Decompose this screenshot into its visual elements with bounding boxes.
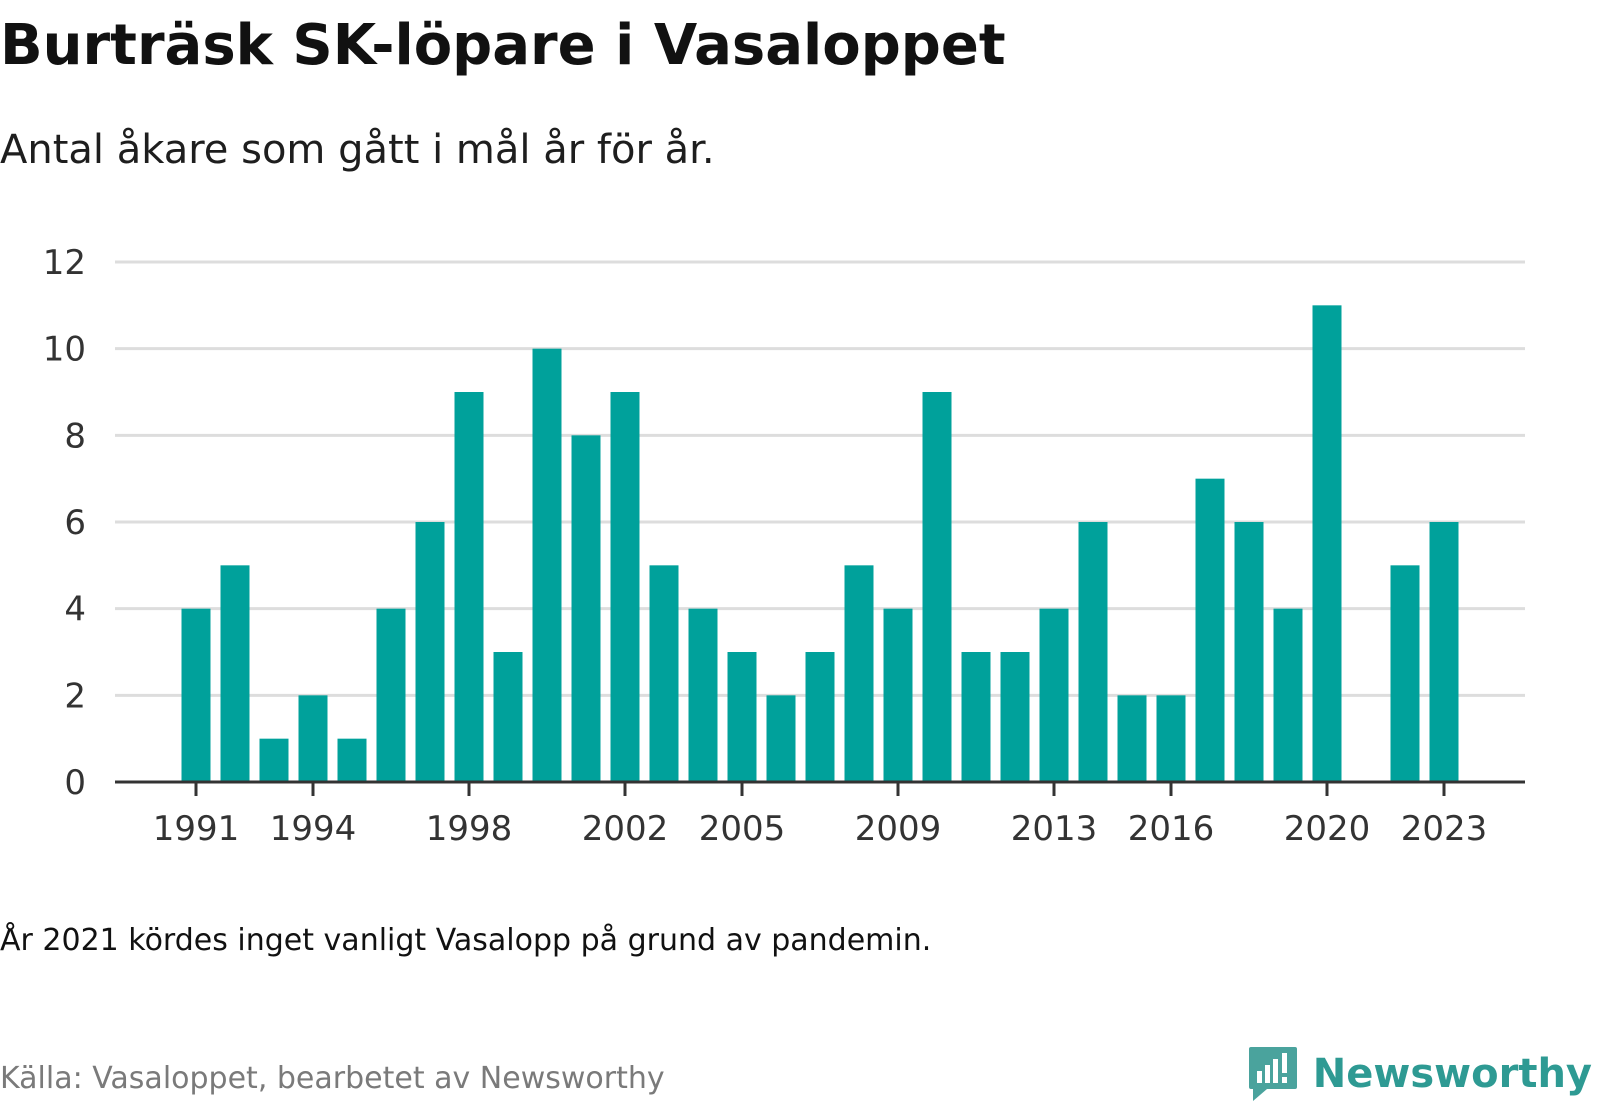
newsworthy-logo: Newsworthy bbox=[1247, 1042, 1592, 1106]
y-tick-label: 2 bbox=[64, 676, 86, 716]
x-tick-label: 2023 bbox=[1401, 809, 1488, 849]
bar-2018 bbox=[1234, 522, 1264, 782]
y-axis-tick-labels: 0 2 4 6 8 10 12 bbox=[43, 243, 86, 803]
bar-2017 bbox=[1195, 478, 1225, 782]
x-tick-label: 2002 bbox=[582, 809, 669, 849]
bar-chart: 0 2 4 6 8 10 12 1991 1994 1998 2002 2005 2009 2013 20… bbox=[43, 243, 1525, 849]
bar-2016 bbox=[1156, 695, 1186, 782]
bar-2009 bbox=[883, 608, 913, 782]
bar-1991 bbox=[181, 608, 211, 782]
bar-2007 bbox=[805, 652, 835, 782]
bar-2002 bbox=[610, 392, 640, 782]
x-tick-label: 2005 bbox=[699, 809, 786, 849]
chart-note: År 2021 kördes inget vanligt Vasalopp på… bbox=[0, 923, 932, 958]
x-tick-label: 1991 bbox=[153, 809, 240, 849]
bar-2015 bbox=[1117, 695, 1147, 782]
bar-1997 bbox=[415, 522, 445, 782]
y-tick-label: 4 bbox=[64, 590, 86, 630]
y-tick-label: 0 bbox=[64, 763, 86, 803]
bar-2004 bbox=[688, 608, 718, 782]
x-tick-label: 1994 bbox=[270, 809, 357, 849]
bar-2003 bbox=[649, 565, 679, 782]
bars bbox=[181, 305, 1459, 782]
bar-2014 bbox=[1078, 522, 1108, 782]
bar-2012 bbox=[1000, 652, 1030, 782]
y-tick-label: 6 bbox=[64, 503, 86, 543]
bar-1993 bbox=[259, 738, 289, 782]
newsworthy-logo-text: Newsworthy bbox=[1312, 1051, 1592, 1097]
source-credit: Källa: Vasaloppet, bearbetet av Newswort… bbox=[0, 1061, 665, 1096]
chart-title: Burträsk SK-löpare i Vasaloppet bbox=[0, 13, 1006, 78]
bar-2023 bbox=[1429, 522, 1459, 782]
x-tick-label: 2009 bbox=[855, 809, 942, 849]
bar-1999 bbox=[493, 652, 523, 782]
bar-1996 bbox=[376, 608, 406, 782]
bar-2020 bbox=[1312, 305, 1342, 782]
bar-2000 bbox=[532, 348, 562, 782]
bar-1998 bbox=[454, 392, 484, 782]
bar-1994 bbox=[298, 695, 328, 782]
y-tick-label: 8 bbox=[64, 416, 86, 456]
x-tick-label: 2020 bbox=[1284, 809, 1371, 849]
newsworthy-logo-icon bbox=[1248, 1047, 1297, 1101]
bar-2005 bbox=[727, 652, 757, 782]
y-tick-label: 12 bbox=[43, 243, 86, 283]
chart-subtitle: Antal åkare som gått i mål år för år. bbox=[0, 127, 715, 173]
x-axis-tick-labels: 1991 1994 1998 2002 2005 2009 2013 2016 2020 2023 bbox=[153, 809, 1488, 849]
x-tick-label: 2016 bbox=[1128, 809, 1215, 849]
bar-1992 bbox=[220, 565, 250, 782]
x-axis bbox=[115, 780, 1525, 796]
bar-2008 bbox=[844, 565, 874, 782]
x-tick-label: 1998 bbox=[426, 809, 513, 849]
bar-2001 bbox=[571, 435, 601, 782]
bar-2022 bbox=[1390, 565, 1420, 782]
bar-2013 bbox=[1039, 608, 1069, 782]
bar-2011 bbox=[961, 652, 991, 782]
bar-2019 bbox=[1273, 608, 1303, 782]
x-tick-label: 2013 bbox=[1011, 809, 1098, 849]
bar-2006 bbox=[766, 695, 796, 782]
y-tick-label: 10 bbox=[43, 330, 86, 370]
bar-2010 bbox=[922, 392, 952, 782]
bar-1995 bbox=[337, 738, 367, 782]
